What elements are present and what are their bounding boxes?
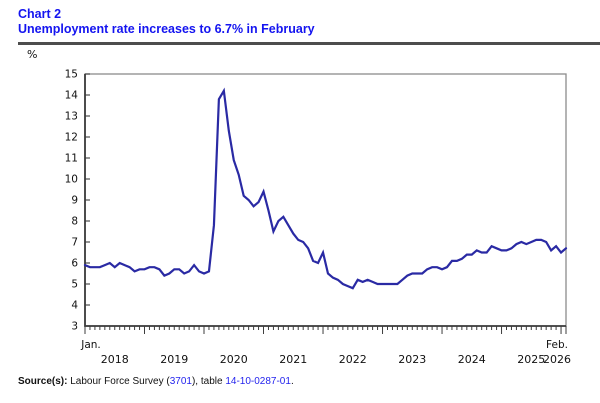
- y-tick-label: 8: [71, 215, 78, 227]
- x-year-label: 2018: [101, 353, 129, 366]
- x-year-label: 2024: [458, 353, 486, 366]
- y-tick-label: 6: [71, 257, 78, 269]
- y-tick-label: 10: [65, 173, 78, 185]
- plot-frame: [84, 72, 567, 327]
- y-tick-label: 5: [71, 278, 78, 290]
- axes: [84, 73, 566, 327]
- y-tick-label: 9: [71, 194, 78, 206]
- y-tick-label: 14: [65, 89, 79, 101]
- x-year-label: 2021: [279, 353, 307, 366]
- title-divider: [18, 42, 600, 45]
- source-note: Source(s): Labour Force Survey (3701), t…: [0, 376, 600, 387]
- source-text-end: .: [290, 375, 294, 387]
- unemployment-rate-line: [83, 86, 568, 290]
- y-tick-label: 3: [71, 320, 78, 332]
- y-tick-label: 4: [71, 299, 78, 311]
- y-tick-label: 12: [65, 131, 78, 143]
- y-axis-unit-label: %: [27, 48, 37, 61]
- y-tick-label: 15: [65, 68, 78, 80]
- y-tick-label: 11: [65, 152, 78, 164]
- source-text-mid: ), table: [191, 375, 226, 387]
- y-tick-label: 7: [71, 236, 78, 248]
- x-year-label: 2025: [517, 353, 545, 366]
- chart-number: Chart 2: [18, 7, 62, 21]
- x-year-label: 2026: [543, 353, 571, 366]
- x-year-label: 2023: [398, 353, 426, 366]
- x-start-label: Jan.: [80, 339, 101, 351]
- chart-area: % 15 14 13 12 11 10 9 8 7 6 5 4 3 Jan. Feb. 2018 2019 2020…: [0, 45, 600, 370]
- source-text-pre: Labour Force Survey (: [67, 375, 170, 387]
- page-title: Unemployment rate increases to 6.7% in F…: [18, 22, 315, 36]
- x-year-label: 2022: [339, 353, 367, 366]
- chart-header: Chart 2 Unemployment rate increases to 6…: [0, 0, 600, 37]
- survey-number-link[interactable]: 3701: [169, 375, 192, 387]
- table-number-link[interactable]: 14-10-0287-01: [225, 375, 291, 387]
- x-end-label: Feb.: [546, 339, 568, 351]
- x-year-label: 2020: [220, 353, 248, 366]
- x-year-label: 2019: [160, 353, 188, 366]
- y-tick-label: 13: [65, 110, 78, 122]
- source-label: Source(s):: [18, 375, 68, 387]
